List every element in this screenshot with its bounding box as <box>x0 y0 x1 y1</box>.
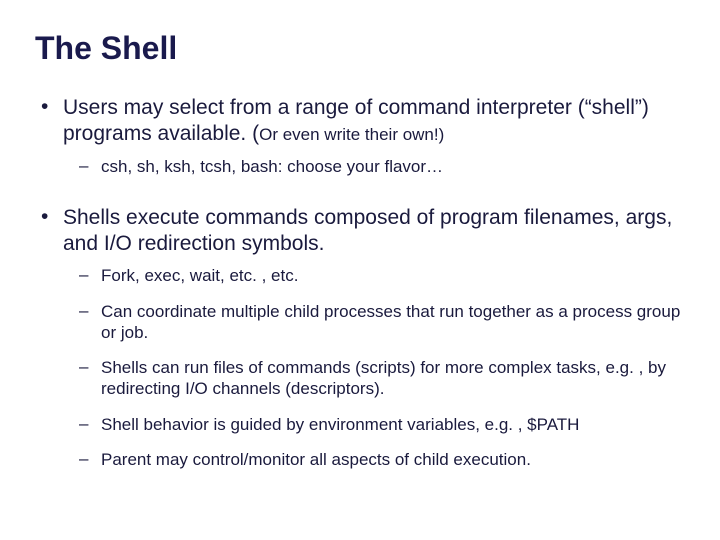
sub-bullet-text: csh, sh, ksh, tcsh, bash: choose your fl… <box>101 156 443 177</box>
sub-bullet-text: Shells can run files of commands (script… <box>101 357 685 400</box>
bullet-marker: • <box>35 95 63 148</box>
sub-bullet-text: Parent may control/monitor all aspects o… <box>101 449 531 470</box>
sub-bullet-text: Fork, exec, wait, etc. , etc. <box>101 265 298 286</box>
bullet-item: • Users may select from a range of comma… <box>35 95 685 148</box>
sub-bullet-text: Shell behavior is guided by environment … <box>101 414 579 435</box>
bullet-text: Shells execute commands composed of prog… <box>63 205 685 258</box>
bullet-text: Users may select from a range of command… <box>63 95 685 148</box>
slide-title: The Shell <box>35 30 685 67</box>
sub-bullet-item: – csh, sh, ksh, tcsh, bash: choose your … <box>79 156 685 177</box>
sub-bullet-text: Can coordinate multiple child processes … <box>101 301 685 344</box>
sub-bullet-item: – Fork, exec, wait, etc. , etc. <box>79 265 685 286</box>
dash-marker: – <box>79 357 101 400</box>
dash-marker: – <box>79 156 101 177</box>
dash-marker: – <box>79 414 101 435</box>
dash-marker: – <box>79 449 101 470</box>
sub-bullet-item: – Shell behavior is guided by environmen… <box>79 414 685 435</box>
sub-bullet-item: – Can coordinate multiple child processe… <box>79 301 685 344</box>
dash-marker: – <box>79 301 101 344</box>
bullet-marker: • <box>35 205 63 258</box>
sub-bullet-item: – Shells can run files of commands (scri… <box>79 357 685 400</box>
dash-marker: – <box>79 265 101 286</box>
bullet-item: • Shells execute commands composed of pr… <box>35 205 685 258</box>
sub-bullet-item: – Parent may control/monitor all aspects… <box>79 449 685 470</box>
